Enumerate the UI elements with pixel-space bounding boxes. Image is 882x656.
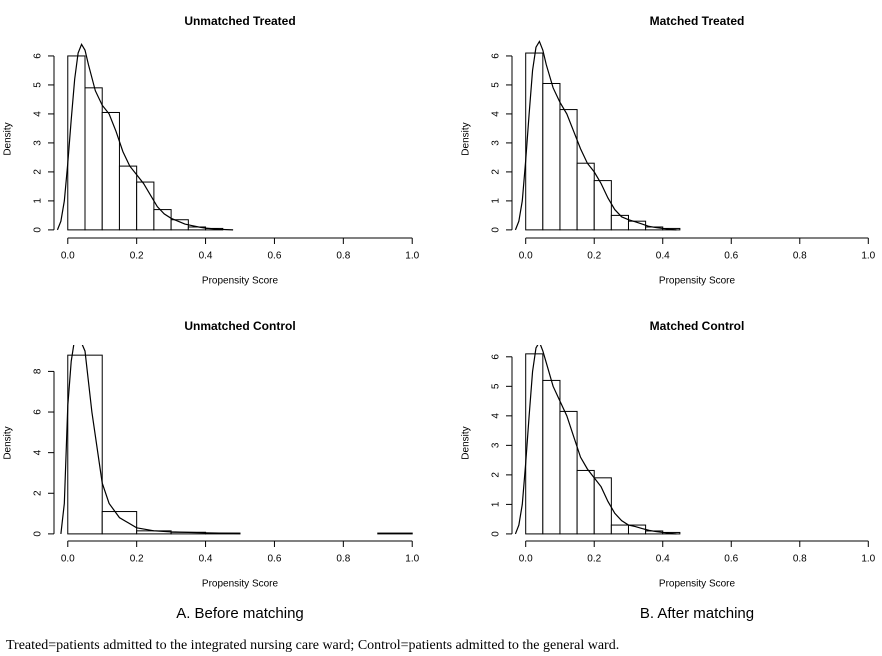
histogram-bar — [627, 524, 647, 535]
y-tick-label: 5 — [491, 82, 502, 88]
histogram-bar — [559, 410, 578, 535]
x-tick-label: 0.6 — [267, 251, 281, 262]
y-tick-label: 6 — [33, 409, 44, 415]
chart-title: Unmatched Control — [184, 319, 295, 333]
y-tick-label: 6 — [491, 53, 502, 59]
x-tick-label: 0.0 — [61, 554, 75, 565]
histogram-bar — [610, 524, 629, 535]
panel: Matched Control Propensity Score Density 0.… — [461, 319, 876, 589]
y-axis-label: Density — [3, 426, 14, 459]
histogram-bar — [118, 165, 138, 231]
histogram-bar — [84, 87, 103, 231]
histogram-bar — [576, 469, 595, 535]
histogram-bar — [525, 52, 544, 231]
x-tick-label: 0.8 — [793, 251, 807, 262]
x-axis-label: Propensity Score — [659, 276, 736, 287]
histogram-bar — [576, 162, 595, 231]
y-tick-label: 6 — [491, 354, 502, 360]
chart-title: Unmatched Treated — [184, 14, 295, 28]
y-tick-label: 0 — [33, 531, 44, 537]
histogram-bar — [67, 55, 86, 231]
histogram-bar — [136, 181, 155, 231]
x-tick-label: 1.0 — [405, 251, 419, 262]
histogram-bar — [101, 111, 120, 231]
x-tick-label: 0.4 — [199, 251, 213, 262]
x-tick-label: 0.2 — [130, 251, 144, 262]
y-tick-label: 0 — [491, 531, 502, 537]
x-tick-label: 0.6 — [267, 554, 281, 565]
histogram-bar — [559, 109, 578, 231]
x-tick-label: 0.2 — [587, 251, 601, 262]
y-tick-label: 0 — [33, 227, 44, 233]
x-tick-label: 0.4 — [656, 554, 670, 565]
histogram-bar — [610, 214, 629, 231]
chart-title: Matched Control — [650, 319, 745, 333]
x-tick-label: 0.4 — [656, 251, 670, 262]
x-axis-label: Propensity Score — [202, 276, 279, 287]
x-tick-label: 0.0 — [61, 251, 75, 262]
x-tick-label: 0.0 — [519, 251, 533, 262]
density-curve — [56, 42, 234, 231]
y-tick-label: 0 — [491, 227, 502, 233]
y-tick-label: 2 — [491, 169, 502, 175]
y-tick-label: 1 — [33, 198, 44, 204]
x-tick-label: 0.6 — [724, 554, 738, 565]
y-tick-label: 3 — [491, 140, 502, 146]
x-tick-label: 0.6 — [724, 251, 738, 262]
y-axis-label: Density — [461, 426, 472, 459]
x-tick-label: 1.0 — [405, 554, 419, 565]
y-tick-label: 4 — [33, 111, 44, 117]
histogram-bar — [101, 511, 138, 535]
y-tick-label: 4 — [33, 449, 44, 455]
panel: Matched Treated Propensity Score Density 0.… — [461, 14, 876, 286]
x-tick-label: 0.8 — [336, 554, 350, 565]
y-tick-label: 1 — [491, 198, 502, 204]
x-tick-label: 0.2 — [587, 554, 601, 565]
footnote: Treated=patients admitted to the integra… — [6, 638, 619, 653]
panel: Unmatched Control Propensity Score Density… — [3, 319, 420, 589]
x-tick-label: 1.0 — [861, 251, 875, 262]
y-tick-label: 5 — [33, 82, 44, 88]
histogram-bar — [542, 82, 561, 231]
y-tick-label: 2 — [33, 169, 44, 175]
y-tick-label: 5 — [491, 383, 502, 389]
histogram-bar — [542, 379, 561, 535]
y-tick-label: 1 — [491, 501, 502, 507]
y-tick-label: 2 — [491, 472, 502, 478]
caption: A. Before matching — [176, 605, 304, 622]
density-curve — [60, 345, 241, 535]
caption: B. After matching — [640, 605, 754, 622]
histogram-bar — [377, 532, 413, 535]
y-tick-label: 6 — [33, 53, 44, 59]
x-tick-label: 0.4 — [199, 554, 213, 565]
density-curve — [514, 40, 677, 231]
y-axis-label: Density — [461, 122, 472, 155]
y-axis-label: Density — [3, 122, 14, 155]
x-tick-label: 1.0 — [861, 554, 875, 565]
chart-title: Matched Treated — [650, 14, 745, 28]
y-tick-label: 2 — [33, 490, 44, 496]
panel: Unmatched Treated Propensity Score Density… — [3, 14, 420, 286]
y-tick-label: 4 — [491, 111, 502, 117]
histogram-bar — [593, 180, 612, 231]
x-axis-label: Propensity Score — [202, 579, 279, 590]
y-tick-label: 3 — [491, 442, 502, 448]
x-axis-label: Propensity Score — [659, 579, 736, 590]
y-tick-label: 3 — [33, 140, 44, 146]
x-tick-label: 0.2 — [130, 554, 144, 565]
x-tick-label: 0.8 — [793, 554, 807, 565]
y-tick-label: 8 — [33, 368, 44, 374]
histogram-bar — [593, 477, 612, 535]
histogram-bar — [525, 353, 544, 535]
x-tick-label: 0.0 — [519, 554, 533, 565]
density-curve — [514, 345, 677, 535]
y-tick-label: 4 — [491, 413, 502, 419]
x-tick-label: 0.8 — [336, 251, 350, 262]
